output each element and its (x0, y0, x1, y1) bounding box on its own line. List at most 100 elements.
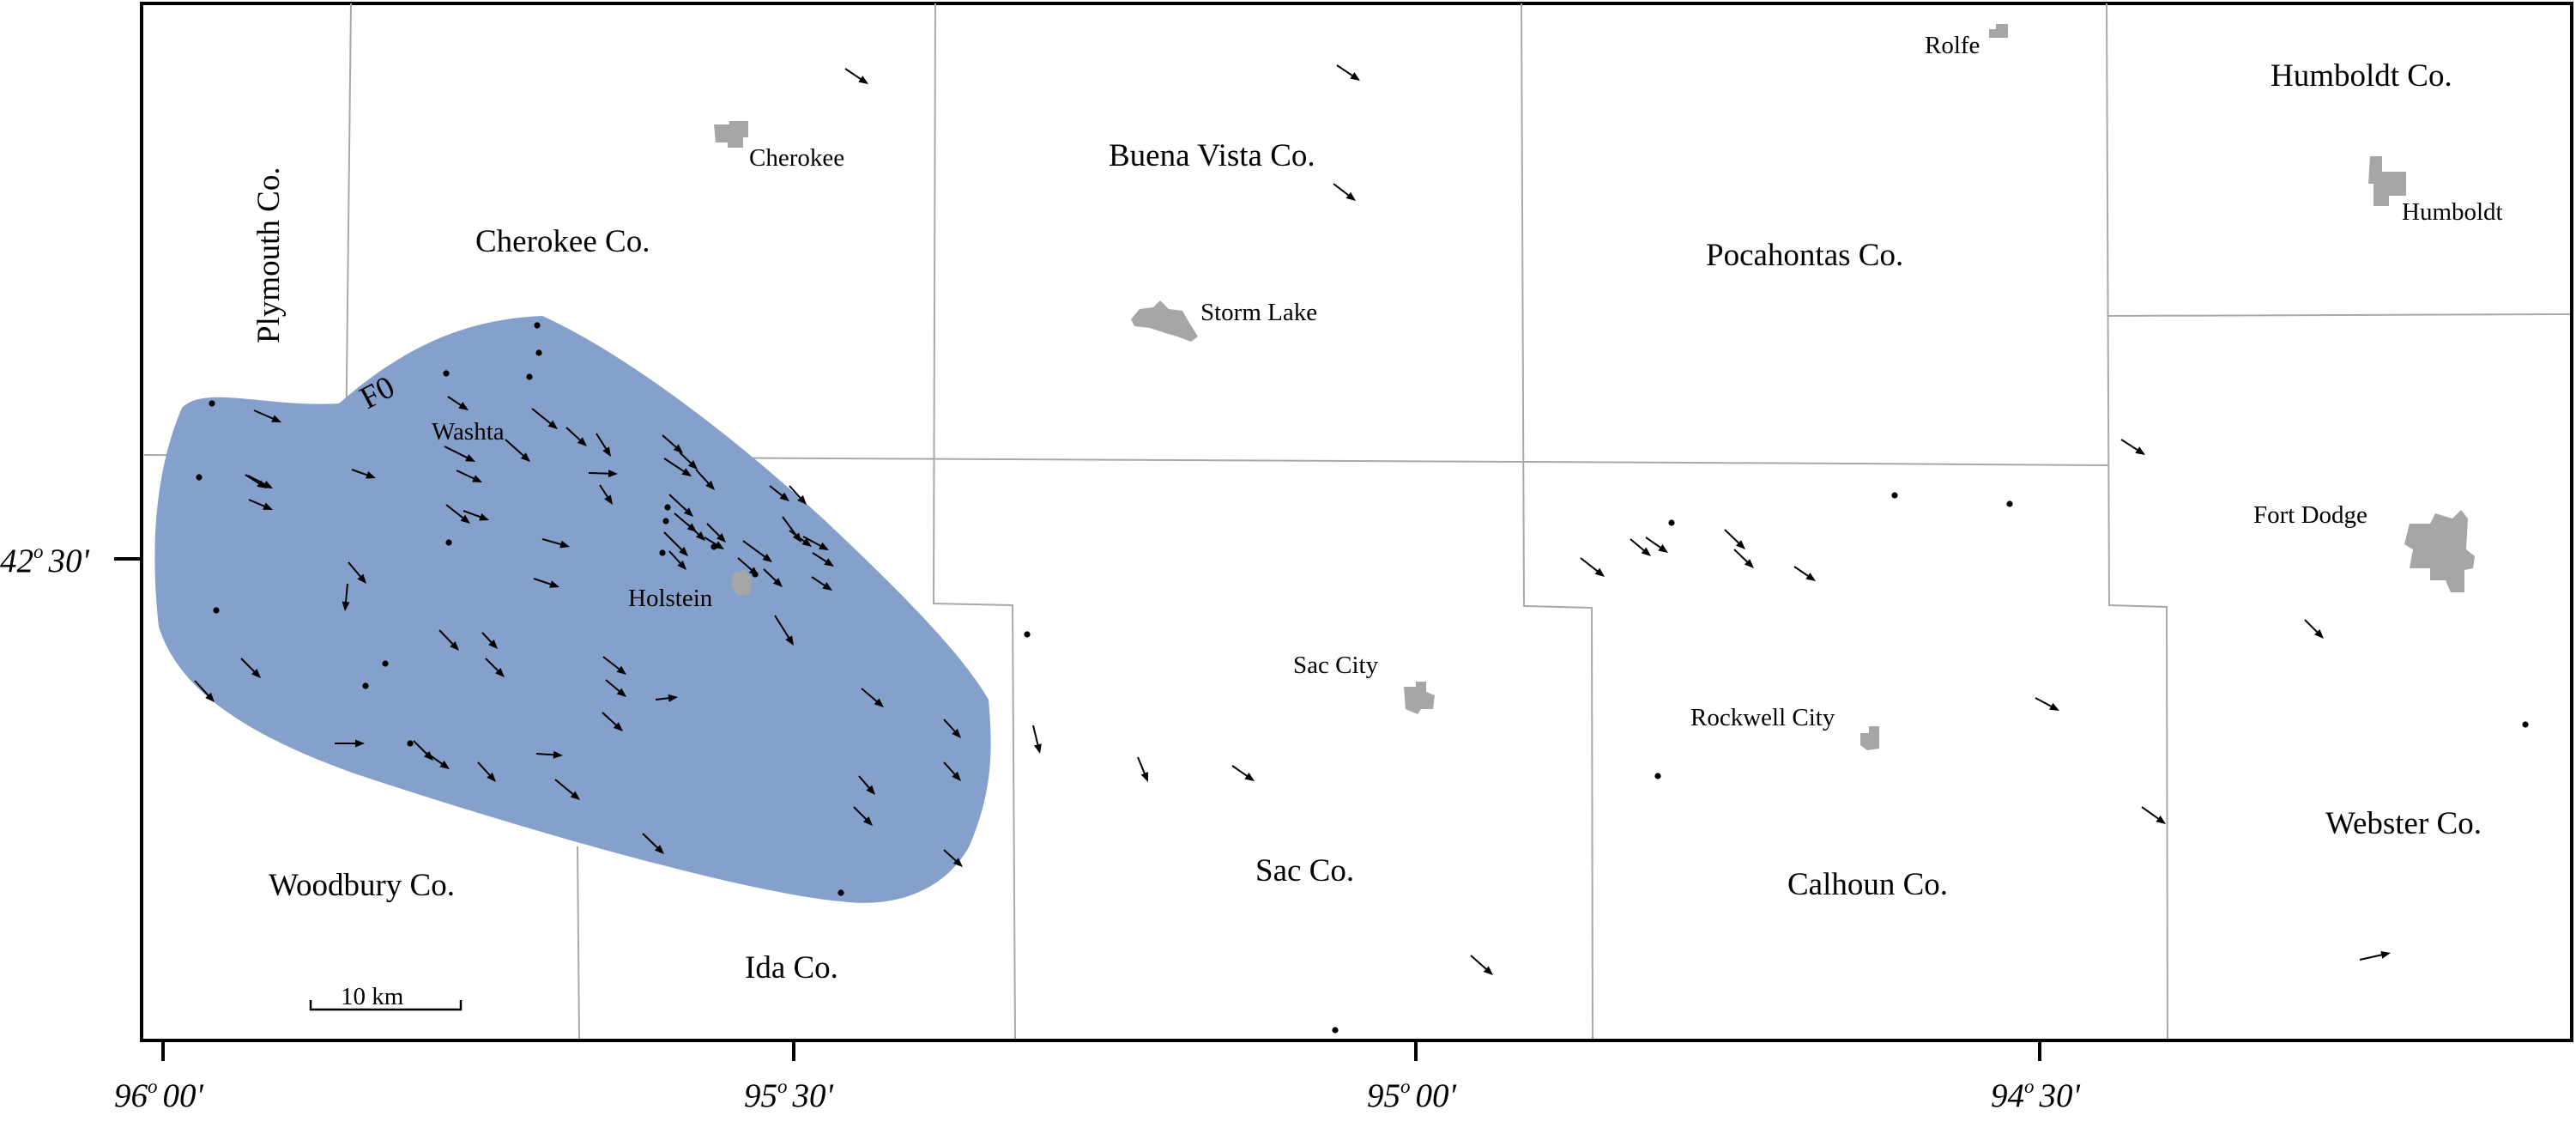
wind-direction-arrow-head (819, 542, 829, 550)
wind-direction-arrow (605, 679, 620, 692)
fort-dodge-town-shape (2404, 510, 2475, 592)
wind-direction-arrow (2359, 954, 2382, 961)
wind-direction-arrow (802, 536, 821, 547)
wind-direction-arrow-head (553, 750, 563, 759)
wind-direction-arrow-head (1140, 772, 1148, 782)
wind-direction-arrow (1231, 765, 1248, 777)
calm-observation-dot (443, 370, 450, 377)
wind-direction-arrow (774, 615, 789, 639)
scale-bar: 10 km (309, 983, 463, 1011)
wind-direction-arrow (565, 427, 581, 441)
calm-observation-dot (1332, 1027, 1339, 1034)
county-label-webster: Webster Co. (2325, 806, 2482, 841)
longitude-label-96-00: 96o 00' (114, 1076, 204, 1114)
wind-direction-arrow-head (785, 635, 794, 646)
wind-direction-arrow (663, 531, 682, 550)
county-line-cherokee-west (345, 3, 352, 456)
wind-direction-arrow (789, 530, 805, 543)
wind-direction-arrow-head (608, 470, 618, 478)
wind-direction-arrow (844, 68, 862, 80)
wind-direction-arrow-head (342, 601, 350, 611)
wind-direction-arrow (253, 409, 274, 420)
scale-bar-label: 10 km (341, 983, 404, 1010)
wind-direction-arrow (642, 833, 658, 849)
calm-observation-dot (1654, 773, 1661, 779)
wind-direction-arrow (533, 578, 551, 585)
wind-direction-arrow-head (458, 402, 469, 410)
wind-direction-arrow-head (366, 471, 376, 479)
calm-observation-dot (213, 607, 220, 614)
wind-direction-arrow-head (472, 475, 482, 482)
calm-observation-dot (711, 543, 717, 550)
wind-direction-arrow-head (797, 494, 807, 505)
town-label-holstein: Holstein (628, 585, 713, 612)
wind-direction-arrow (541, 538, 561, 545)
wind-direction-arrow-head (355, 739, 365, 748)
wind-direction-arrow-head (439, 760, 450, 769)
wind-direction-arrow-head (1483, 966, 1493, 975)
wind-direction-arrow-head (1345, 191, 1356, 201)
county-line-ida-east (577, 846, 580, 1040)
wind-direction-arrow-head (424, 751, 433, 761)
f0-damage-swath (154, 316, 991, 903)
wind-direction-arrow (1470, 955, 1487, 970)
longitude-label-95-00: 95o 00' (1367, 1076, 1457, 1114)
wind-direction-arrow (1137, 756, 1146, 774)
wind-direction-arrow-head (251, 669, 261, 678)
wind-direction-arrow (535, 753, 554, 756)
wind-direction-arrow (943, 719, 956, 732)
calm-observation-dot (752, 571, 759, 578)
rockwell-city-town-shape (1860, 726, 1879, 750)
wind-direction-arrow (245, 474, 260, 484)
county-line-pocahontas-west (1521, 3, 1593, 1040)
wind-direction-arrow-head (357, 573, 366, 584)
wind-direction-arrow (706, 523, 720, 537)
wind-direction-arrow (351, 469, 367, 476)
calm-observation-dot (659, 549, 666, 556)
wind-direction-arrow-head (677, 560, 686, 570)
latitude-label: 42o 30' (0, 541, 90, 579)
wind-direction-arrow-head (257, 480, 267, 488)
wind-direction-arrow (481, 632, 493, 643)
wind-direction-arrow-head (863, 816, 873, 826)
wind-direction-arrow-head (858, 76, 868, 84)
wind-direction-arrow (737, 557, 753, 571)
wind-direction-arrow (2035, 697, 2052, 707)
county-line-buena-vista-west (932, 3, 1016, 1040)
wind-direction-arrow (1630, 538, 1645, 551)
town-label-cherokee: Cherokee (749, 144, 844, 172)
wind-direction-arrow (485, 658, 499, 671)
wind-direction-arrow (861, 688, 878, 702)
wind-direction-arrow (463, 510, 481, 519)
wind-direction-arrow (588, 472, 609, 475)
wind-direction-arrow-head (495, 668, 505, 677)
wind-direction-arrow (1724, 529, 1739, 544)
county-label-ida: Ida Co. (745, 950, 838, 985)
calm-observation-dot (407, 740, 414, 747)
wind-direction-arrow (1032, 725, 1039, 745)
wind-direction-arrow-head (1744, 559, 1754, 568)
wind-direction-arrow-head (681, 468, 692, 476)
wind-direction-arrow (1333, 183, 1349, 197)
wind-direction-arrow (655, 697, 669, 700)
wind-direction-arrow-head (1805, 573, 1816, 581)
county-line-humboldt-west (2106, 3, 2168, 1040)
wind-direction-arrow (1336, 64, 1353, 76)
wind-direction-arrow (674, 512, 691, 527)
town-label-storm-lake: Storm Lake (1200, 299, 1317, 326)
wind-direction-arrow-head (559, 540, 570, 549)
wind-direction-arrow (943, 761, 956, 775)
wind-direction-arrow-head (673, 444, 683, 453)
wind-direction-arrow (853, 806, 867, 820)
wind-direction-arrow (668, 494, 687, 512)
calm-observation-dot (209, 400, 215, 407)
wind-direction-arrow-head (822, 582, 832, 591)
sac-city-town-shape (1404, 682, 1435, 714)
rolfe-town-shape (1989, 24, 2008, 38)
wind-direction-arrow-head (520, 452, 530, 462)
wind-direction-arrow (687, 524, 699, 536)
wind-direction-arrow-head (668, 694, 678, 702)
county-boundaries (143, 3, 2571, 1040)
wind-direction-arrow-head (205, 692, 215, 702)
